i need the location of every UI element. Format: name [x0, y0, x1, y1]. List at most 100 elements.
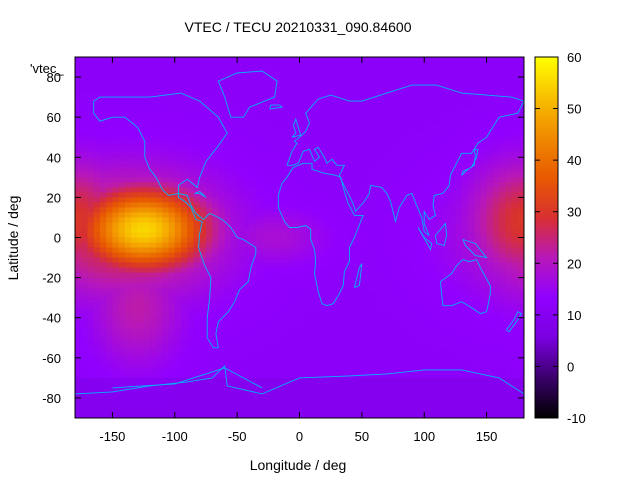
heatmap-cell — [380, 82, 388, 88]
heatmap-cell — [243, 372, 251, 379]
heatmap-cell — [393, 242, 400, 249]
heatmap-cell — [386, 222, 394, 229]
heatmap-cell — [492, 137, 500, 143]
heatmap-cell — [181, 287, 188, 294]
heatmap-cell — [511, 72, 519, 78]
heatmap-cell — [336, 87, 344, 93]
heatmap-cell — [305, 327, 313, 334]
heatmap-cell — [361, 307, 369, 314]
heatmap-cell — [349, 332, 357, 339]
heatmap-cell — [474, 182, 481, 188]
heatmap-cell — [442, 352, 450, 359]
heatmap-cell — [417, 227, 425, 234]
heatmap-cell — [449, 217, 457, 224]
heatmap-cell — [386, 302, 394, 309]
heatmap-cell — [249, 327, 257, 334]
heatmap-cell — [368, 367, 375, 374]
heatmap-cell — [442, 157, 450, 163]
heatmap-cell — [361, 167, 369, 173]
heatmap-cell — [224, 167, 232, 173]
heatmap-cell — [75, 102, 82, 108]
heatmap-cell — [212, 347, 220, 354]
heatmap-cell — [355, 152, 363, 158]
heatmap-cell — [255, 152, 263, 158]
heatmap-cell — [106, 132, 114, 138]
heatmap-cell — [106, 192, 114, 198]
heatmap-cell — [318, 247, 326, 254]
heatmap-cell — [330, 177, 338, 183]
heatmap-cell — [399, 142, 407, 148]
heatmap-cell — [374, 187, 382, 193]
heatmap-cell — [106, 312, 114, 319]
heatmap-cell — [449, 257, 457, 264]
heatmap-cell — [255, 317, 263, 324]
heatmap-cell — [181, 102, 188, 108]
heatmap-cell — [124, 57, 132, 63]
heatmap-cell — [268, 152, 276, 158]
heatmap-cell — [386, 297, 394, 304]
heatmap-cell — [355, 332, 363, 339]
heatmap-cell — [293, 222, 301, 229]
heatmap-cell — [205, 102, 213, 108]
heatmap-cell — [99, 347, 107, 354]
heatmap-cell — [380, 77, 388, 83]
heatmap-cell — [287, 307, 294, 314]
heatmap-cell — [461, 92, 469, 98]
heatmap-cell — [405, 152, 413, 158]
heatmap-cell — [318, 372, 326, 379]
heatmap-cell — [81, 127, 89, 133]
heatmap-cell — [380, 67, 388, 73]
heatmap-cell — [492, 182, 500, 188]
heatmap-cell — [193, 302, 201, 309]
heatmap-cell — [393, 307, 400, 314]
heatmap-cell — [424, 67, 432, 73]
heatmap-cell — [199, 207, 207, 214]
heatmap-cell — [112, 162, 120, 168]
heatmap-cell — [212, 152, 220, 158]
heatmap-cell — [442, 332, 450, 339]
heatmap-cell — [305, 117, 313, 123]
heatmap-cell — [417, 107, 425, 113]
heatmap-cell — [218, 227, 226, 234]
heatmap-cell — [193, 182, 201, 188]
heatmap-cell — [449, 72, 457, 78]
heatmap-cell — [99, 252, 107, 259]
heatmap-cell — [424, 352, 432, 359]
heatmap-cell — [449, 62, 457, 68]
heatmap-cell — [93, 392, 101, 399]
heatmap-cell — [374, 192, 382, 198]
heatmap-cell — [455, 127, 463, 133]
heatmap-cell — [193, 327, 201, 334]
heatmap-cell — [174, 332, 182, 339]
heatmap-cell — [461, 292, 469, 299]
heatmap-cell — [492, 282, 500, 289]
heatmap-cell — [449, 317, 457, 324]
heatmap-cell — [380, 327, 388, 334]
heatmap-cell — [212, 212, 220, 219]
heatmap-cell — [280, 72, 288, 78]
heatmap-cell — [386, 182, 394, 188]
heatmap-cell — [143, 347, 151, 354]
heatmap-cell — [430, 92, 438, 98]
heatmap-cell — [399, 77, 407, 83]
heatmap-cell — [243, 362, 251, 369]
heatmap-cell — [99, 332, 107, 339]
heatmap-cell — [474, 362, 481, 369]
heatmap-cell — [181, 272, 188, 279]
heatmap-cell — [461, 82, 469, 88]
heatmap-cell — [212, 142, 220, 148]
heatmap-cell — [461, 87, 469, 93]
heatmap-cell — [99, 382, 107, 389]
heatmap-cell — [499, 327, 506, 334]
heatmap-cell — [442, 377, 450, 384]
heatmap-cell — [75, 322, 82, 329]
heatmap-cell — [492, 287, 500, 294]
heatmap-cell — [137, 317, 145, 324]
heatmap-cell — [486, 387, 494, 394]
heatmap-cell — [417, 257, 425, 264]
heatmap-cell — [255, 182, 263, 188]
heatmap-cell — [505, 327, 513, 334]
heatmap-cell — [81, 292, 89, 299]
heatmap-cell — [492, 202, 500, 209]
heatmap-cell — [455, 162, 463, 168]
